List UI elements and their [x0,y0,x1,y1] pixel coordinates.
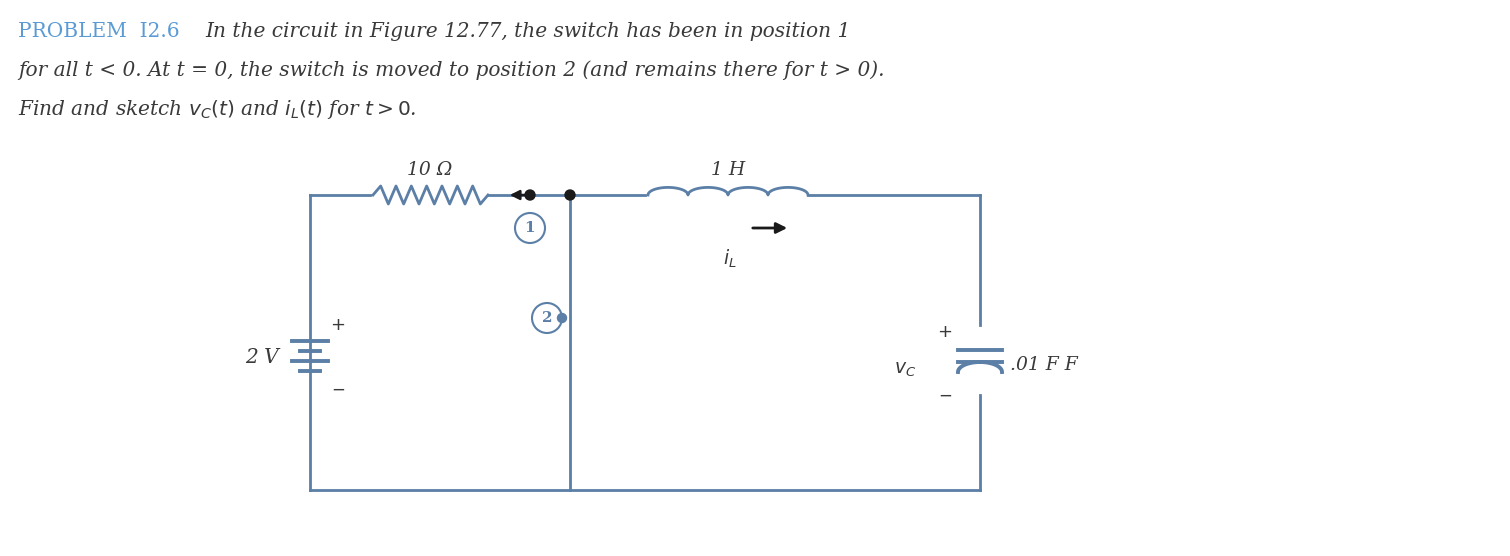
Circle shape [557,314,566,322]
Text: −: − [938,387,951,405]
Text: $v_C$: $v_C$ [894,361,917,379]
Text: 2: 2 [542,311,553,325]
Circle shape [565,190,575,200]
Circle shape [525,190,535,200]
Text: 10 Ω: 10 Ω [408,161,453,179]
Text: −: − [331,381,344,399]
Text: 1: 1 [524,221,536,235]
Text: Find and sketch $v_C(t)$ and $i_L(t)$ for $t > 0$.: Find and sketch $v_C(t)$ and $i_L(t)$ fo… [18,98,417,121]
Text: +: + [331,316,346,334]
Text: 1 H: 1 H [711,161,744,179]
Text: 2 V: 2 V [245,348,279,366]
Text: In the circuit in Figure 12.77, the switch has been in position 1: In the circuit in Figure 12.77, the swit… [205,22,850,41]
Text: $i_L$: $i_L$ [723,248,737,270]
Text: +: + [938,323,953,341]
Text: for all t < 0. At t = 0, the switch is moved to position 2 (and remains there fo: for all t < 0. At t = 0, the switch is m… [18,60,885,80]
Text: .01 F F: .01 F F [1010,356,1078,374]
Text: PROBLEM  I2.6: PROBLEM I2.6 [18,22,180,41]
